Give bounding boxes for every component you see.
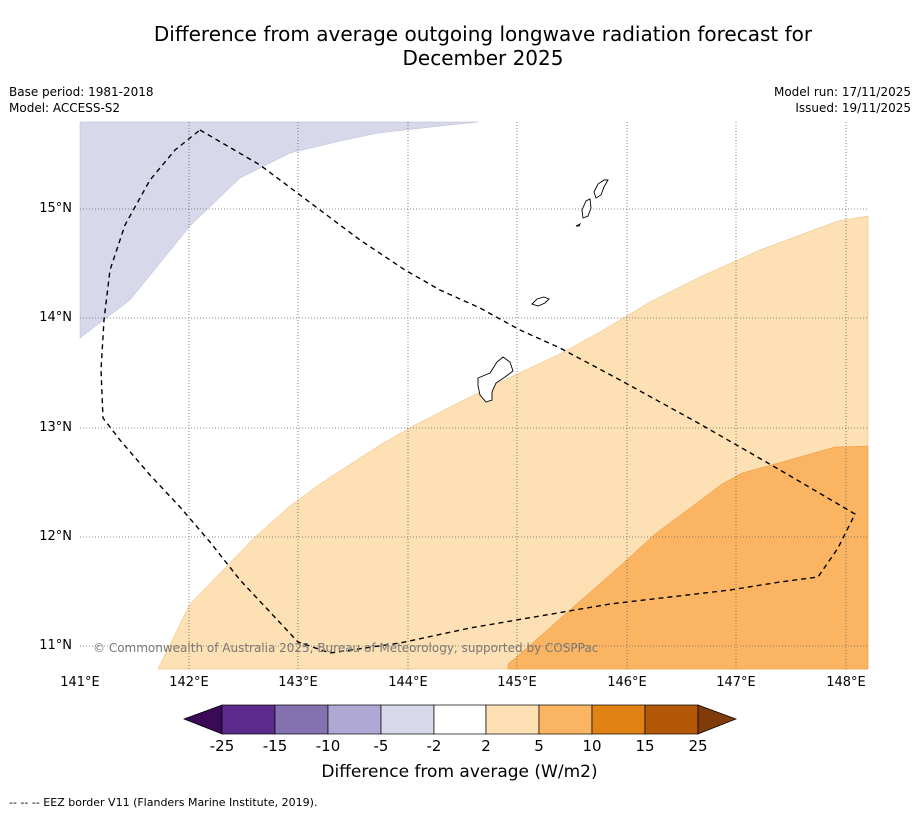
base-period: Base period: 1981-2018 (9, 85, 154, 99)
colorbar-seg-7 (538, 704, 593, 735)
colorbar-seg-4 (380, 704, 435, 735)
lon-label-148e: 148°E (826, 675, 866, 690)
anomaly-region-neg-2-5 (79, 121, 479, 339)
model-name: Model: ACCESS-S2 (9, 101, 121, 115)
lon-label-143e: 143°E (278, 675, 318, 690)
colorbar (183, 704, 737, 735)
colorbar-seg-1 (221, 704, 276, 735)
colorbar-ext-high (697, 704, 737, 735)
gridlines (80, 122, 868, 669)
colorbar-tick: -10 (315, 737, 341, 755)
model-run: Model run: 17/11/2025 (773, 85, 911, 99)
colorbar-seg-6 (485, 704, 540, 735)
colorbar-ext-low (183, 704, 223, 735)
chart-title: Difference from average outgoing longwav… (0, 22, 919, 70)
colorbar-tick: -15 (262, 737, 288, 755)
lat-label-11n: 11°N (39, 638, 72, 653)
colorbar-seg-3 (327, 704, 382, 735)
colorbar-seg-5 (433, 704, 487, 735)
lat-label-14n: 14°N (39, 310, 72, 325)
title-line-2: December 2025 (402, 46, 564, 70)
colorbar-tick: 15 (635, 737, 655, 755)
colorbar-tick: -25 (209, 737, 235, 755)
colorbar-tick: 2 (481, 737, 491, 755)
colorbar-tick: -2 (426, 737, 442, 755)
island-tinian (581, 198, 592, 219)
lat-label-13n: 13°N (39, 420, 72, 435)
island-aguijan (575, 222, 582, 227)
colorbar-tick: 25 (688, 737, 708, 755)
lon-label-144e: 144°E (388, 675, 428, 690)
lon-label-145e: 145°E (497, 675, 537, 690)
colorbar-seg-2 (274, 704, 329, 735)
lon-label-142e: 142°E (169, 675, 209, 690)
lat-label-12n: 12°N (39, 529, 72, 544)
anomaly-region-pos-5-10 (507, 445, 869, 670)
colorbar-title: Difference from average (W/m2) (321, 762, 598, 782)
island-guam (477, 356, 514, 403)
issued-date: Issued: 19/11/2025 (795, 101, 911, 115)
colorbar-seg-8 (591, 704, 646, 735)
meta-right: Model run: 17/11/2025 Issued: 19/11/2025 (774, 84, 911, 116)
islands (477, 179, 609, 403)
colorbar-tick: 10 (582, 737, 602, 755)
colorbar-tick: -5 (373, 737, 389, 755)
title-line-1: Difference from average outgoing longwav… (153, 22, 813, 46)
copyright-note: © Commonwealth of Australia 2025, Bureau… (93, 641, 599, 655)
lon-label-141e: 141°E (60, 675, 100, 690)
colorbar-tick: 5 (534, 737, 544, 755)
eez-footnote: -- -- -- EEZ border V11 (Flanders Marine… (9, 796, 318, 809)
lon-label-147e: 147°E (716, 675, 756, 690)
colorbar-seg-9 (644, 704, 699, 735)
lon-label-146e: 146°E (607, 675, 647, 690)
island-saipan (593, 179, 609, 199)
island-rota (531, 296, 550, 307)
meta-left: Base period: 1981-2018 Model: ACCESS-S2 (9, 84, 154, 116)
lat-label-15n: 15°N (39, 201, 72, 216)
